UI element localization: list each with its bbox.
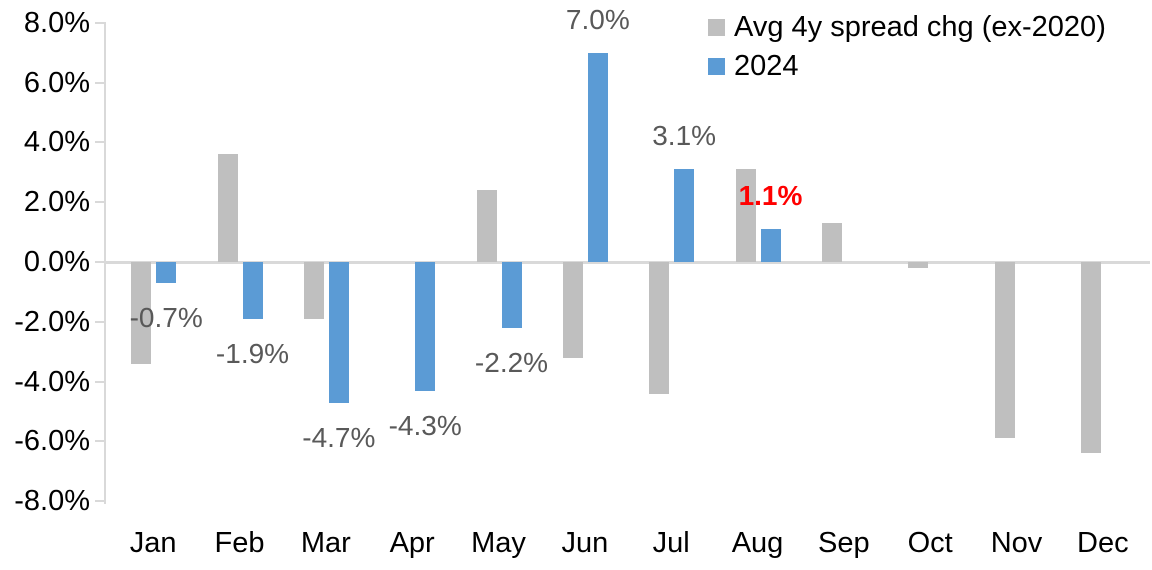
y-tick-label: 4.0% [23,126,90,159]
legend-label-avg: Avg 4y spread chg (ex-2020) [734,11,1106,43]
legend: Avg 4y spread chg (ex-2020) 2024 [708,8,1106,86]
bar-avg-jan [131,262,152,364]
y-tick-mark [95,380,106,383]
data-label-mar: -4.7% [302,421,376,453]
x-tick-label-jan: Jan [129,527,177,559]
data-label-apr: -4.3% [388,409,462,441]
y-tick-mark [95,500,106,503]
bar-avg-aug [735,169,756,262]
y-tick-mark [95,440,106,443]
x-tick-label-jul: Jul [652,527,690,559]
y-tick-label: 2.0% [23,186,90,219]
y-tick-label: -6.0% [14,425,90,458]
x-tick-label-oct: Oct [907,527,953,559]
bar-avg-sep [821,223,842,262]
legend-entry-2024: 2024 [708,47,1106,86]
bar-avg-dec [1080,262,1101,454]
bar-2024-mar [328,262,349,403]
bar-avg-nov [994,262,1015,439]
bar-avg-may [476,190,497,262]
data-label-may: -2.2% [474,346,549,378]
y-tick-label: 0.0% [23,246,90,278]
legend-swatch-avg-icon [708,19,725,36]
bar-2024-jan [156,262,177,283]
x-tick-label-sep: Sep [818,527,870,559]
y-tick-label: -2.0% [14,305,90,338]
y-tick-mark [95,81,106,84]
data-label-aug: 1.1% [738,180,803,212]
y-tick-mark [95,201,106,204]
x-tick-label-jun: Jun [561,527,609,559]
x-tick-label-aug: Aug [731,527,784,559]
y-tick-mark [95,320,106,323]
y-tick-label: 8.0% [23,6,90,39]
x-tick-label-nov: Nov [990,527,1043,559]
data-label-jan: -0.7% [129,301,203,333]
bar-2024-aug [760,229,781,262]
y-tick-label: -4.0% [14,365,90,398]
legend-entry-avg: Avg 4y spread chg (ex-2020) [708,8,1106,47]
legend-label-2024: 2024 [734,50,799,82]
bar-avg-feb [217,154,238,262]
zero-axis-line [104,261,1150,264]
y-tick-mark [95,141,106,144]
legend-swatch-2024-icon [708,58,725,75]
bar-2024-may [501,262,522,328]
bar-avg-mar [303,262,324,319]
data-label-jul: 3.1% [652,120,717,152]
y-tick-mark [95,21,106,24]
bar-2024-jul [674,169,695,262]
data-label-feb: -1.9% [215,337,290,369]
x-tick-label-feb: Feb [214,527,265,559]
bar-2024-apr [415,262,436,391]
y-tick-mark [95,261,106,263]
y-tick-label: -8.0% [14,485,90,518]
x-tick-label-dec: Dec [1077,527,1129,559]
y-tick-label: 6.0% [23,66,90,99]
bar-2024-jun [587,52,608,262]
data-label-jun: 7.0% [565,3,630,35]
x-tick-label-apr: Apr [389,527,435,559]
bar-avg-jul [649,262,670,394]
bar-2024-feb [242,262,263,319]
bar-avg-jun [562,262,583,358]
x-tick-label-may: May [471,527,526,559]
x-tick-label-mar: Mar [300,527,351,559]
bar-avg-oct [908,262,929,268]
